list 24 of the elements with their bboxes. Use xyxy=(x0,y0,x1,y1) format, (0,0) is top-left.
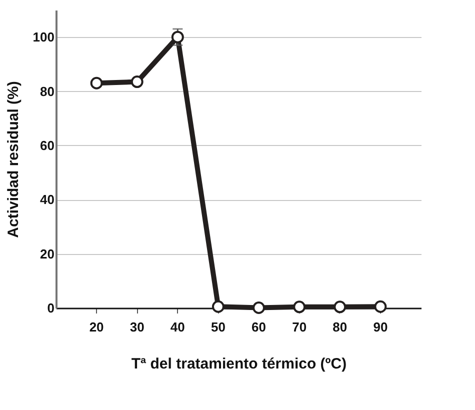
y-tick-label: 0 xyxy=(47,300,54,316)
y-tick-label: 80 xyxy=(40,84,54,99)
x-tick-label: 20 xyxy=(89,320,104,334)
x-tick-label: 90 xyxy=(373,320,388,334)
point xyxy=(374,300,387,313)
x-tick-label: 30 xyxy=(130,320,144,334)
point xyxy=(90,76,103,90)
y-tick-label: 20 xyxy=(40,246,54,262)
y-tick-label: 100 xyxy=(32,30,54,45)
point xyxy=(252,301,266,314)
x-tick-label: 80 xyxy=(332,320,348,334)
point xyxy=(171,30,184,44)
x-tick-label: 70 xyxy=(292,320,307,334)
y-tick-label: 60 xyxy=(40,138,54,153)
y-axis-title: Actividad residual (%) xyxy=(4,81,22,238)
point xyxy=(334,300,346,314)
point xyxy=(212,300,224,313)
x-tick-label: 60 xyxy=(252,320,266,334)
point xyxy=(130,76,144,88)
y-tick-label: 40 xyxy=(40,192,54,208)
x-tick-label: 50 xyxy=(210,320,226,334)
x-tick-label: 40 xyxy=(170,320,185,334)
point xyxy=(293,300,306,314)
x-axis-title: Tª del tratamiento térmico (ºC) xyxy=(131,356,347,372)
